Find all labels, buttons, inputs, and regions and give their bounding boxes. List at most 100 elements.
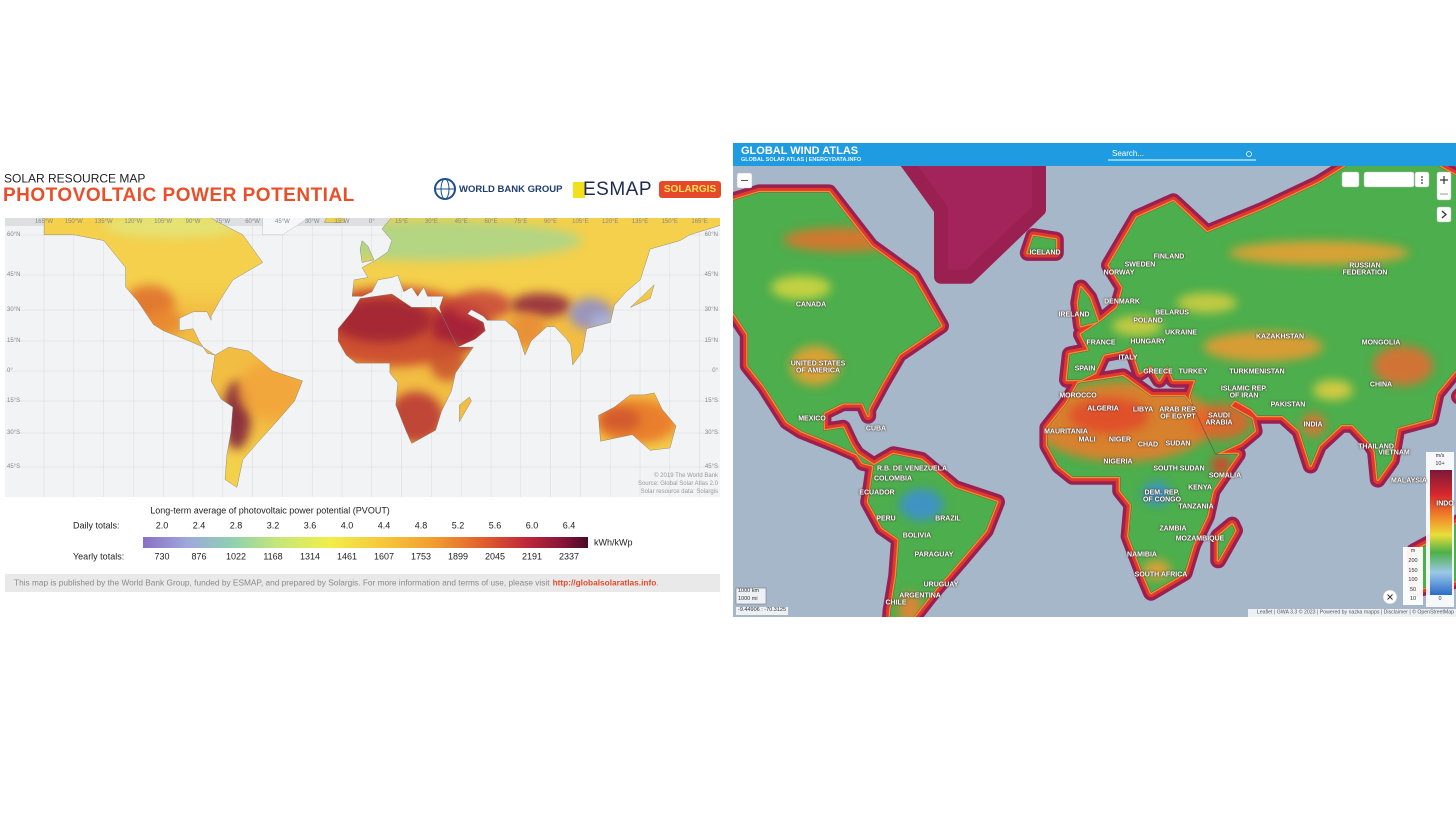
footer-end: . bbox=[656, 577, 659, 588]
wind-zone bbox=[1177, 292, 1237, 313]
elevation-tick: 200 bbox=[1408, 558, 1418, 565]
longitude-label: 75°E bbox=[514, 218, 528, 225]
border bbox=[1077, 287, 1099, 327]
country-label: KENYA bbox=[1188, 484, 1212, 492]
country-label: VIETNAM bbox=[1378, 449, 1410, 457]
longitude-label: 150°E bbox=[661, 218, 679, 225]
longitude-label: 105°W bbox=[154, 218, 173, 225]
icon bbox=[1421, 179, 1423, 181]
daily-total: 2.4 bbox=[192, 520, 206, 531]
wind-zone bbox=[1373, 345, 1433, 386]
country-label: MONGOLIA bbox=[1361, 339, 1401, 347]
pv-zone bbox=[331, 298, 432, 343]
longitude-label: 30°W bbox=[304, 218, 320, 225]
coastline bbox=[351, 218, 720, 366]
latitude-label: 30°N bbox=[7, 306, 21, 313]
latitude-label: 45°N bbox=[704, 271, 718, 278]
country-label: CANADA bbox=[795, 301, 827, 309]
latitude-label: 60°N bbox=[7, 231, 21, 238]
border bbox=[1047, 376, 1239, 593]
elevation-tick: 150 bbox=[1408, 567, 1418, 574]
icon bbox=[1441, 210, 1447, 219]
country-label: R.B. DE VENEZUELA bbox=[876, 465, 948, 473]
country-label: CHILE bbox=[885, 599, 907, 607]
latitude-label: 15°N bbox=[704, 337, 718, 344]
country-label: POLAND bbox=[1133, 317, 1163, 325]
pv-zone bbox=[600, 407, 641, 432]
coastline bbox=[630, 284, 655, 308]
longitude-label: 15°E bbox=[395, 218, 409, 225]
country-label: SUDAN bbox=[1165, 440, 1191, 448]
daily-total: 4.4 bbox=[377, 520, 391, 531]
pv-zone bbox=[224, 459, 241, 484]
footer-link[interactable]: http://globalsolaratlas.info bbox=[552, 577, 657, 588]
longitude-label: 135°E bbox=[631, 218, 649, 225]
wind-zone bbox=[1191, 403, 1251, 440]
yearly-total: 1899 bbox=[447, 551, 469, 562]
country-label: TANZANIA bbox=[1178, 503, 1214, 511]
latitude-label: 45°S bbox=[704, 463, 718, 470]
yearly-total: 1753 bbox=[410, 551, 432, 562]
legend-title: Long-term average of photovoltaic power … bbox=[150, 505, 390, 516]
icon bbox=[1387, 594, 1393, 600]
search-box[interactable]: Search... bbox=[1112, 148, 1145, 158]
wind-zone bbox=[1229, 240, 1409, 265]
search-icon[interactable] bbox=[1246, 151, 1252, 157]
tool-buttons[interactable] bbox=[1363, 171, 1415, 188]
country-label: SPAIN bbox=[1074, 365, 1096, 373]
yearly-total: 1461 bbox=[336, 551, 358, 562]
country-label: COLOMBIA bbox=[873, 475, 913, 483]
panel-toggle[interactable] bbox=[1436, 206, 1452, 223]
latitude-label: 30°S bbox=[7, 429, 21, 436]
longitude-label: 90°E bbox=[544, 218, 558, 225]
country-label: URUGUAY bbox=[923, 581, 959, 589]
country-label: CHINA bbox=[1369, 381, 1393, 389]
border bbox=[1066, 166, 1456, 481]
credit: © 2019 The World Bank bbox=[654, 472, 718, 479]
longitude-label: 105°E bbox=[572, 218, 589, 225]
country-label: DENMARK bbox=[1104, 298, 1140, 306]
country-label: MEXICO bbox=[798, 415, 826, 423]
speed-max: 10+ bbox=[1435, 461, 1445, 468]
elevation-tick: 100 bbox=[1408, 577, 1418, 584]
longitude-label: 90°W bbox=[185, 218, 201, 225]
country-label: ECUADOR bbox=[859, 489, 895, 497]
greenland bbox=[900, 166, 1046, 284]
coastline bbox=[338, 293, 474, 444]
country-label: THAILAND bbox=[1358, 443, 1394, 451]
country-label: BOLIVIA bbox=[902, 532, 932, 540]
country-label: GREECE bbox=[1143, 368, 1173, 376]
daily-total: 4.8 bbox=[414, 520, 428, 531]
latitude-label: 30°S bbox=[704, 429, 718, 436]
latitude-label: 15°S bbox=[704, 397, 718, 404]
coastline bbox=[323, 218, 345, 223]
yearly-total: 2191 bbox=[521, 551, 543, 562]
country-label: INDO bbox=[1436, 500, 1454, 508]
longitude-label: 45°W bbox=[275, 218, 290, 225]
country-label: MOROCCO bbox=[1059, 392, 1097, 400]
daily-total: 6.0 bbox=[525, 520, 539, 531]
daily-total: 3.6 bbox=[303, 520, 317, 531]
coordinates-box bbox=[736, 607, 788, 615]
scale-label: 1000 mi bbox=[738, 596, 758, 603]
country-label: PERU bbox=[876, 515, 896, 523]
credit: Solar resource data: Solargis bbox=[640, 488, 718, 495]
border bbox=[1218, 524, 1236, 562]
pv-zone bbox=[429, 341, 466, 382]
wind-zone bbox=[1069, 397, 1149, 434]
wind-zone bbox=[899, 488, 944, 521]
solargis-logo: SOLARGIS bbox=[663, 183, 717, 195]
yearly-total: 876 bbox=[191, 551, 207, 562]
country-label: UKRAINE bbox=[1165, 329, 1197, 337]
zoom-buttons[interactable] bbox=[1436, 171, 1452, 201]
country-label: FINLAND bbox=[1153, 253, 1185, 261]
longitude-label: 150°W bbox=[64, 218, 83, 225]
footer-text: This map is published by the World Bank … bbox=[14, 577, 550, 588]
footer-bar bbox=[5, 574, 720, 592]
basemap-button[interactable] bbox=[1341, 171, 1360, 188]
country-label: SOUTH SUDAN bbox=[1153, 465, 1205, 473]
longitude-label: 30°E bbox=[424, 218, 438, 225]
border bbox=[1027, 235, 1056, 254]
scale-label: 1000 km bbox=[738, 588, 760, 595]
